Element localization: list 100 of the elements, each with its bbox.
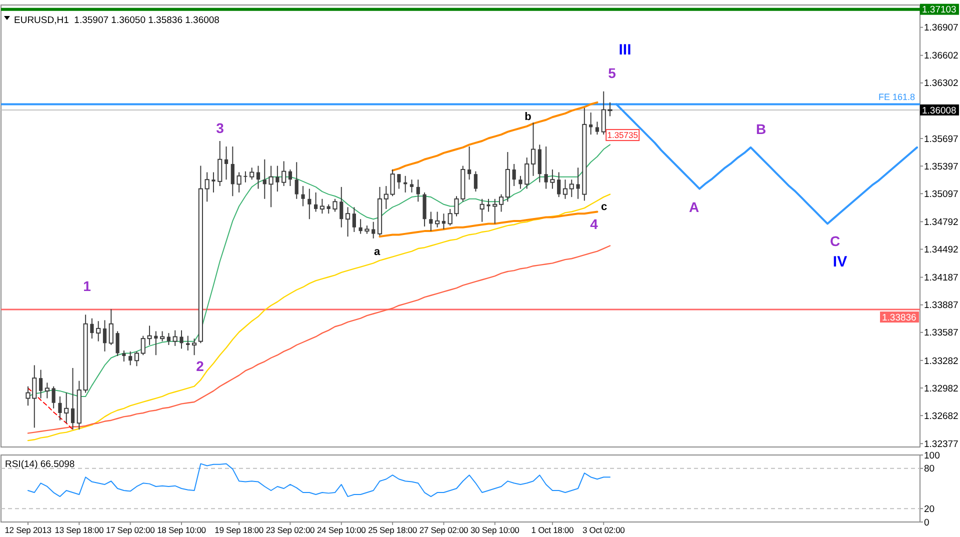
candlestick — [212, 172, 216, 193]
candlestick — [410, 179, 414, 193]
candlestick — [340, 186, 344, 228]
y-tick-label: 1.36602 — [924, 50, 958, 62]
candlestick — [268, 165, 274, 208]
candlestick — [218, 140, 222, 187]
text: EURUSD,H1 1.35907 1.36050 1.35836 1.36008 — [14, 15, 220, 26]
y-tick-label: 1.32982 — [924, 383, 958, 394]
annotation: 1 — [83, 278, 92, 294]
x-tick-label: 3 Oct 02:00 — [582, 525, 626, 535]
x-tick-label: 17 Sep 02:00 — [106, 525, 156, 535]
x-tick-label: 25 Sep 18:00 — [368, 525, 418, 535]
candlestick — [294, 162, 298, 200]
x-tick-label: 18 Sep 10:00 — [157, 525, 206, 535]
candlestick — [44, 382, 50, 399]
candlestick — [416, 179, 420, 202]
ref-line-label: 1.36008 — [922, 105, 956, 116]
candlestick — [372, 221, 376, 239]
candlestick — [498, 194, 504, 212]
candlestick — [308, 188, 312, 220]
ref-line-label: FE 161.8 — [878, 92, 915, 102]
candlestick — [358, 218, 362, 234]
candlestick — [314, 192, 318, 212]
y-tick-label: 1.33282 — [924, 356, 958, 367]
candlestick — [569, 179, 574, 198]
ref-line-label: 1.37103 — [922, 4, 956, 16]
y-tick-label: 1.33587 — [924, 328, 958, 339]
line-series — [378, 210, 598, 238]
x-tick-label: 1 Oct 18:00 — [531, 525, 574, 535]
candlestick — [480, 198, 484, 222]
candlestick — [530, 122, 536, 176]
candlestick — [557, 172, 561, 198]
candlestick — [474, 170, 478, 192]
y-tick-label: 1.32377 — [924, 438, 958, 450]
candlestick — [550, 168, 555, 190]
y-tick-label: 1.36302 — [924, 78, 958, 90]
candlestick — [390, 168, 395, 197]
y-tick-label: 100 — [924, 450, 940, 462]
candlestick — [116, 330, 120, 357]
candlestick — [38, 369, 43, 399]
x-tick-label: 30 Sep 10:00 — [470, 525, 520, 535]
candlestick — [96, 320, 101, 342]
annotation: 4 — [590, 216, 598, 232]
line-series — [392, 101, 598, 172]
candlestick — [301, 186, 305, 207]
annotation: 3 — [216, 120, 224, 136]
candlestick — [160, 330, 165, 342]
annotation: B — [756, 120, 766, 137]
candlestick — [166, 332, 171, 346]
ref-line-label: 1.33836 — [882, 312, 916, 324]
candlestick — [108, 308, 114, 346]
candlestick — [186, 335, 190, 352]
annotation: 2 — [196, 358, 204, 374]
candlestick — [204, 172, 210, 202]
x-tick-label: 19 Sep 18:00 — [214, 525, 264, 535]
annotation: A — [688, 198, 700, 215]
candlestick — [256, 165, 260, 190]
x-tick-label: 12 Sep 2013 — [4, 525, 52, 535]
y-tick-label: 80 — [924, 464, 935, 475]
candlestick — [468, 146, 472, 180]
candlestick — [384, 186, 388, 210]
candlestick — [58, 396, 62, 421]
y-tick-label: 20 — [924, 504, 935, 515]
x-tick-label: 13 Sep 18:00 — [54, 525, 104, 535]
candlestick — [486, 198, 490, 212]
candlestick — [192, 338, 197, 356]
line-series — [27, 245, 611, 434]
candlestick — [102, 320, 107, 352]
candlestick — [128, 350, 132, 366]
annotation: III — [618, 41, 632, 58]
candlestick — [230, 146, 234, 197]
x-tick-label: 24 Sep 10:00 — [317, 525, 366, 535]
candlestick — [134, 350, 140, 367]
candlestick — [224, 146, 228, 180]
annotation: c — [600, 200, 608, 213]
candlestick — [492, 198, 498, 224]
y-tick-label: 1.35697 — [924, 134, 958, 145]
candlestick — [435, 211, 440, 228]
y-tick-label: 1.35397 — [924, 161, 958, 172]
candlestick — [288, 168, 292, 187]
candlestick — [326, 204, 330, 214]
y-tick-label: 1.34187 — [924, 272, 958, 284]
y-tick-label: 0 — [924, 517, 930, 528]
y-tick-label: 1.34792 — [924, 217, 958, 228]
candlestick — [544, 146, 548, 190]
x-tick-label: 27 Sep 02:00 — [419, 525, 469, 535]
candlestick — [512, 163, 516, 187]
chart-title: RSI(14) 66.5098 — [5, 459, 75, 470]
candlestick — [429, 211, 433, 232]
candlestick — [64, 392, 69, 424]
candlestick — [282, 160, 286, 187]
candlestick — [345, 206, 350, 238]
annotation: 5 — [608, 64, 616, 81]
candlestick — [244, 170, 248, 183]
y-tick-label: 1.33887 — [924, 300, 958, 312]
candlestick — [276, 165, 280, 192]
annotation: IV — [832, 253, 848, 270]
y-tick-label: 1.36907 — [924, 22, 958, 34]
candlestick — [397, 174, 401, 190]
candlestick — [262, 158, 266, 200]
